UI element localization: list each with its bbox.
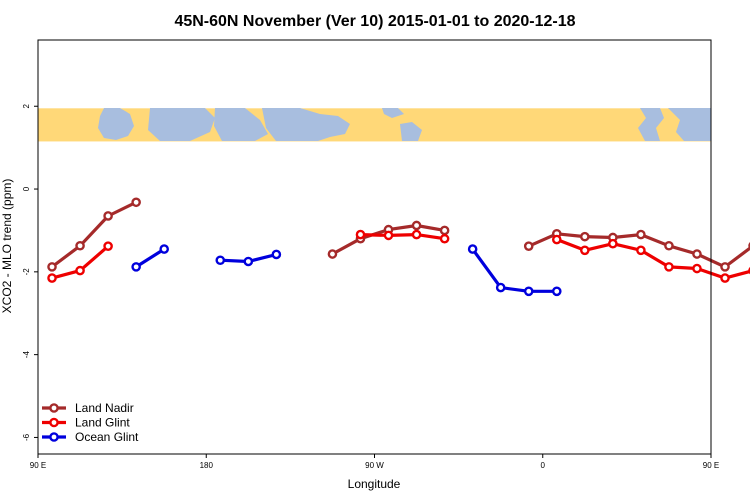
- data-point-land-glint: [636, 245, 646, 256]
- data-point-ocean-glint: [243, 256, 254, 267]
- chart-title: 45N-60N November (Ver 10) 2015-01-01 to …: [174, 13, 575, 30]
- data-point-land-glint: [103, 241, 113, 251]
- x-tick-label: 90 E: [703, 461, 719, 470]
- data-point-land-nadir: [720, 262, 730, 272]
- y-axis-label: XCO2 - MLO trend (ppm): [0, 179, 14, 314]
- data-point-land-glint: [664, 262, 674, 272]
- data-point-ocean-glint: [467, 244, 478, 254]
- legend-marker: [49, 403, 59, 413]
- data-point-ocean-glint: [159, 244, 169, 254]
- map-ocean: [98, 108, 134, 140]
- map-ocean: [382, 108, 404, 118]
- x-tick-label: 90 W: [365, 461, 384, 470]
- data-point-land-nadir: [75, 240, 85, 251]
- y-tick-label: 0: [22, 186, 31, 191]
- legend-label: Land Nadir: [75, 401, 134, 415]
- data-point-land-glint: [608, 238, 618, 249]
- legend-label: Ocean Glint: [75, 430, 139, 444]
- y-axis: 2 0 -2 -4 -6: [22, 103, 38, 441]
- data-point-ocean-glint: [131, 262, 141, 272]
- data-point-land-glint: [439, 233, 450, 244]
- series-ocean-glint: [131, 244, 562, 297]
- x-axis-label: Longitude: [348, 477, 401, 491]
- map-ocean: [400, 122, 422, 141]
- series-line-ocean-glint: [471, 247, 559, 293]
- data-point-land-glint: [411, 229, 422, 240]
- data-point-land-nadir: [411, 220, 422, 231]
- legend-item-ocean-glint: Ocean Glint: [42, 430, 139, 444]
- y-tick-label: -4: [22, 351, 31, 359]
- world-map-band: [38, 108, 711, 142]
- series-layer: [47, 197, 750, 297]
- map-ocean: [668, 108, 711, 141]
- map-ocean: [214, 108, 268, 141]
- data-point-land-glint: [47, 273, 57, 283]
- y-tick-label: -2: [22, 268, 31, 276]
- x-tick-label: 0: [541, 461, 546, 470]
- series-line-land-glint: [358, 233, 447, 241]
- map-band-land: [38, 108, 711, 142]
- x-axis: 90 E 180 90 W 0 90 E: [30, 454, 719, 470]
- y-tick-label: 2: [22, 103, 31, 108]
- x-tick-label: 180: [200, 461, 214, 470]
- legend-marker: [49, 417, 59, 428]
- data-point-ocean-glint: [523, 286, 534, 297]
- data-point-land-nadir: [692, 249, 702, 259]
- series-land-glint: [47, 229, 750, 283]
- series-line-land-nadir: [50, 200, 138, 269]
- data-point-land-glint: [580, 245, 590, 256]
- series-land-nadir: [47, 197, 750, 272]
- data-point-land-nadir: [47, 262, 57, 272]
- legend-item-land-glint: Land Glint: [42, 416, 130, 430]
- legend-marker: [49, 432, 59, 442]
- legend-label: Land Glint: [75, 416, 130, 430]
- data-point-ocean-glint: [495, 282, 506, 293]
- data-point-land-nadir: [439, 225, 450, 236]
- data-point-land-nadir: [327, 249, 338, 259]
- data-point-land-glint: [551, 234, 562, 245]
- data-point-ocean-glint: [271, 249, 282, 260]
- x-tick-label: 90 E: [30, 461, 46, 470]
- data-point-land-glint: [720, 273, 730, 283]
- data-point-land-glint: [355, 229, 366, 240]
- y-tick-label: -6: [22, 433, 31, 441]
- data-point-land-nadir: [523, 241, 534, 251]
- data-point-land-nadir: [664, 240, 674, 251]
- data-point-land-nadir: [131, 197, 141, 208]
- data-point-ocean-glint: [551, 286, 562, 297]
- map-ocean: [148, 108, 215, 141]
- data-point-ocean-glint: [215, 255, 226, 266]
- data-point-land-glint: [692, 263, 702, 274]
- series-line-ocean-glint: [134, 247, 166, 269]
- data-point-land-glint: [75, 265, 85, 276]
- data-point-land-nadir: [580, 231, 590, 242]
- data-point-land-nadir: [103, 211, 113, 221]
- data-point-land-nadir: [636, 229, 646, 240]
- legend-item-land-nadir: Land Nadir: [42, 401, 134, 415]
- data-point-land-glint: [383, 230, 394, 241]
- map-ocean: [638, 108, 664, 141]
- map-ocean: [262, 108, 350, 141]
